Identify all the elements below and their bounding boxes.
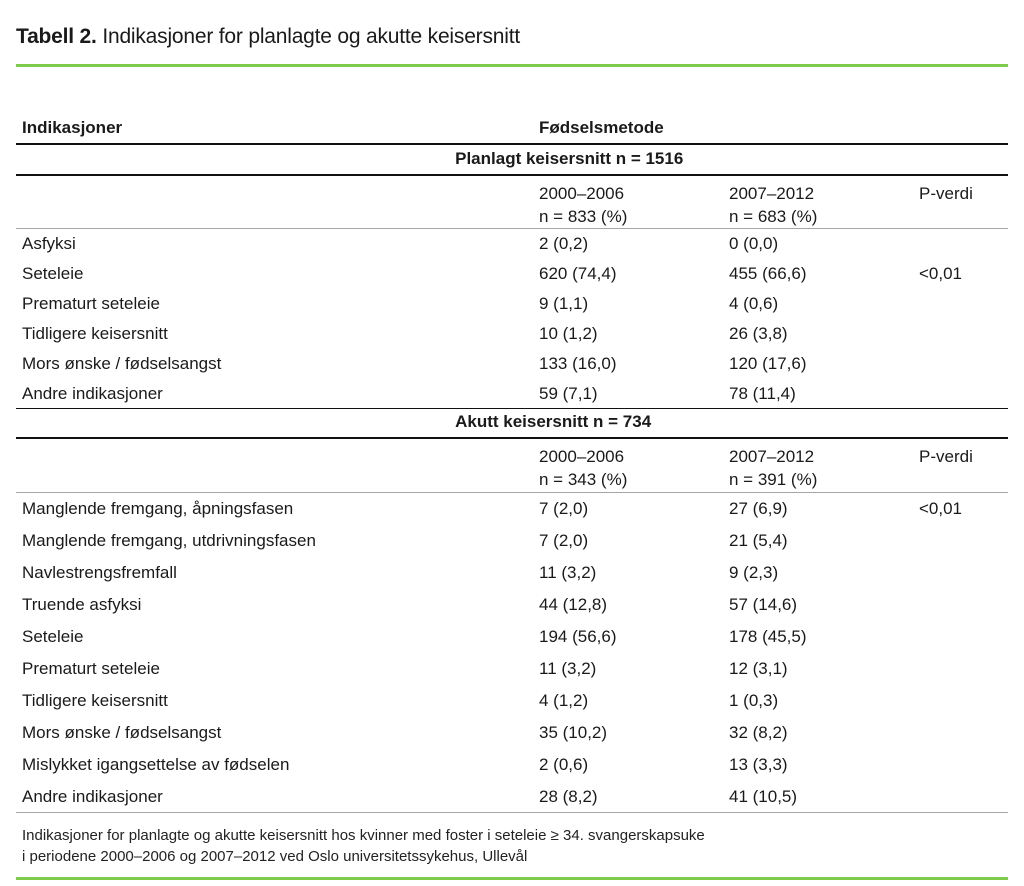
footnote-line-2: i periodene 2000–2006 og 2007–2012 ved O… (22, 848, 528, 865)
table-number-label: Tabell 2. (16, 25, 97, 48)
planned-period-a-header: 2000–2006 n = 833 (%) (539, 182, 729, 228)
table-row: Truende asfyksi 44 (12,8) 57 (14,6) (16, 589, 1008, 621)
value-b: 13 (3,3) (729, 755, 788, 774)
value-a: 620 (74,4) (539, 264, 617, 283)
row-label: Navlestrengsfremfall (22, 563, 177, 582)
value-b: 26 (3,8) (729, 324, 788, 343)
planned-subheader-row: 2000–2006 n = 833 (%) 2007–2012 n = 683 … (16, 176, 1008, 229)
value-b: 78 (11,4) (729, 383, 796, 403)
table-row: Tidligere keisersnitt 10 (1,2) 26 (3,8) (16, 319, 1008, 349)
period-label: 2000–2006 (539, 447, 625, 466)
bottom-green-rule (16, 877, 1008, 880)
row-label: Mislykket igangsettelse av fødselen (22, 755, 290, 774)
value-a: 4 (1,2) (539, 691, 589, 710)
table-header-row: Indikasjoner Fødselsmetode (16, 111, 1008, 145)
value-a: 2 (0,2) (539, 234, 589, 253)
acute-section-header: Akutt keisersnitt n = 734 (455, 412, 652, 431)
value-a: 11 (3,2) (539, 659, 597, 678)
value-b: 1 (0,3) (729, 691, 779, 710)
value-a: 133 (16,0) (539, 354, 617, 373)
p-value: <0,01 (919, 499, 963, 518)
table-row: Tidligere keisersnitt 4 (1,2) 1 (0,3) (16, 685, 1008, 717)
table-title: Tabell 2. Indikasjoner for planlagte og … (16, 0, 1008, 50)
footnote-line-1: Indikasjoner for planlagte og akutte kei… (22, 827, 705, 844)
n-label: n = 683 (%) (729, 207, 818, 226)
value-a: 7 (2,0) (539, 531, 589, 550)
table-row: Mors ønske / fødselsangst 35 (10,2) 32 (… (16, 717, 1008, 749)
value-a: 59 (7,1) (539, 383, 598, 403)
value-b: 9 (2,3) (729, 563, 779, 582)
value-b: 21 (5,4) (729, 531, 788, 550)
value-b: 455 (66,6) (729, 264, 807, 283)
value-b: 120 (17,6) (729, 354, 807, 373)
planned-period-b-header: 2007–2012 n = 683 (%) (729, 182, 919, 228)
value-b: 57 (14,6) (729, 595, 798, 614)
row-label: Manglende fremgang, utdrivningsfasen (22, 531, 316, 550)
value-a: 28 (8,2) (539, 786, 598, 806)
acute-period-b-header: 2007–2012 n = 391 (%) (729, 445, 919, 492)
n-label: n = 391 (%) (729, 470, 818, 489)
acute-period-a-header: 2000–2006 n = 343 (%) (539, 445, 729, 492)
row-label: Andre indikasjoner (22, 383, 163, 403)
table-row: Mislykket igangsettelse av fødselen 2 (0… (16, 749, 1008, 781)
row-label: Mors ønske / fødselsangst (22, 723, 222, 742)
p-value: <0,01 (919, 264, 963, 283)
table-row: Navlestrengsfremfall 11 (3,2) 9 (2,3) (16, 557, 1008, 589)
value-a: 11 (3,2) (539, 563, 597, 582)
value-b: 4 (0,6) (729, 294, 779, 313)
value-a: 194 (56,6) (539, 627, 617, 646)
value-a: 10 (1,2) (539, 324, 598, 343)
period-label: 2000–2006 (539, 184, 625, 203)
table-row: Andre indikasjoner 28 (8,2) 41 (10,5) (16, 781, 1008, 813)
row-label: Truende asfyksi (22, 595, 142, 614)
row-label: Tidligere keisersnitt (22, 324, 168, 343)
row-label: Asfyksi (22, 234, 76, 253)
value-a: 7 (2,0) (539, 499, 589, 518)
value-a: 9 (1,1) (539, 294, 589, 313)
value-b: 178 (45,5) (729, 627, 807, 646)
value-b: 32 (8,2) (729, 723, 788, 742)
value-a: 2 (0,6) (539, 755, 589, 774)
n-label: n = 343 (%) (539, 470, 628, 489)
period-label: 2007–2012 (729, 184, 815, 203)
row-label: Tidligere keisersnitt (22, 691, 168, 710)
table-title-text: Indikasjoner for planlagte og akutte kei… (102, 25, 520, 48)
planned-section-header: Planlagt keisersnitt n = 1516 (455, 149, 684, 168)
table-row: Prematurt seteleie 11 (3,2) 12 (3,1) (16, 653, 1008, 685)
top-green-rule (16, 64, 1008, 67)
row-label: Seteleie (22, 627, 84, 646)
indications-column-header: Indikasjoner (22, 118, 123, 137)
planned-section-header-row: Planlagt keisersnitt n = 1516 (16, 145, 1008, 176)
acute-subheader-row: 2000–2006 n = 343 (%) 2007–2012 n = 391 … (16, 439, 1008, 493)
planned-pvalue-header: P-verdi (919, 184, 973, 203)
table-row: Seteleie 620 (74,4) 455 (66,6) <0,01 (16, 259, 1008, 289)
row-label: Seteleie (22, 264, 84, 283)
table-row: Seteleie 194 (56,6) 178 (45,5) (16, 621, 1008, 653)
row-label: Prematurt seteleie (22, 659, 160, 678)
value-b: 27 (6,9) (729, 499, 788, 518)
table-row: Prematurt seteleie 9 (1,1) 4 (0,6) (16, 289, 1008, 319)
value-a: 44 (12,8) (539, 595, 608, 614)
row-label: Mors ønske / fødselsangst (22, 354, 222, 373)
row-label: Prematurt seteleie (22, 294, 160, 313)
n-label: n = 833 (%) (539, 207, 628, 226)
table-row: Asfyksi 2 (0,2) 0 (0,0) (16, 229, 1008, 259)
table-row: Manglende fremgang, utdrivningsfasen 7 (… (16, 525, 1008, 557)
row-label: Manglende fremgang, åpningsfasen (22, 499, 294, 518)
acute-pvalue-header: P-verdi (919, 447, 973, 466)
indications-table: Indikasjoner Fødselsmetode Planlagt keis… (16, 111, 1008, 813)
value-b: 0 (0,0) (729, 234, 779, 253)
value-b: 41 (10,5) (729, 786, 798, 806)
period-label: 2007–2012 (729, 447, 815, 466)
table-row: Mors ønske / fødselsangst 133 (16,0) 120… (16, 349, 1008, 379)
birth-method-group-header: Fødselsmetode (539, 118, 664, 137)
row-label: Andre indikasjoner (22, 786, 163, 806)
acute-section-header-row: Akutt keisersnitt n = 734 (16, 409, 1008, 439)
table-row: Andre indikasjoner 59 (7,1) 78 (11,4) (16, 379, 1008, 409)
table-row: Manglende fremgang, åpningsfasen 7 (2,0)… (16, 493, 1008, 525)
footnote: Indikasjoner for planlagte og akutte kei… (16, 813, 1008, 867)
value-b: 12 (3,1) (729, 659, 788, 678)
value-a: 35 (10,2) (539, 723, 608, 742)
